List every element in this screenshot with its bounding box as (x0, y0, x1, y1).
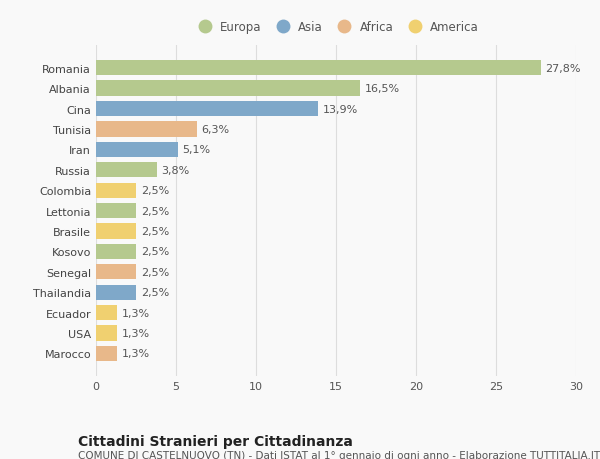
Text: 1,3%: 1,3% (122, 308, 150, 318)
Text: 27,8%: 27,8% (545, 63, 581, 73)
Text: 2,5%: 2,5% (141, 206, 169, 216)
Bar (96, 81, 360, 96)
Text: 13,9%: 13,9% (323, 104, 358, 114)
Text: 1,3%: 1,3% (122, 328, 150, 338)
Text: 1,3%: 1,3% (122, 349, 150, 359)
Text: 16,5%: 16,5% (365, 84, 400, 94)
Text: 2,5%: 2,5% (141, 288, 169, 297)
Bar (96, 203, 136, 219)
Bar (96, 122, 197, 137)
Bar (96, 346, 117, 361)
Text: 2,5%: 2,5% (141, 267, 169, 277)
Bar (96, 305, 117, 321)
Bar (96, 183, 136, 198)
Text: COMUNE DI CASTELNUOVO (TN) - Dati ISTAT al 1° gennaio di ogni anno - Elaborazion: COMUNE DI CASTELNUOVO (TN) - Dati ISTAT … (78, 450, 600, 459)
Bar (96, 326, 117, 341)
Bar (96, 61, 541, 76)
Text: 3,8%: 3,8% (161, 165, 190, 175)
Text: 2,5%: 2,5% (141, 247, 169, 257)
Bar (96, 285, 136, 300)
Text: 2,5%: 2,5% (141, 186, 169, 196)
Bar (96, 163, 157, 178)
Legend: Europa, Asia, Africa, America: Europa, Asia, Africa, America (191, 19, 481, 36)
Bar (96, 224, 136, 239)
Bar (96, 244, 136, 259)
Bar (96, 101, 319, 117)
Text: 2,5%: 2,5% (141, 227, 169, 236)
Text: 5,1%: 5,1% (182, 145, 211, 155)
Text: Cittadini Stranieri per Cittadinanza: Cittadini Stranieri per Cittadinanza (78, 434, 353, 448)
Text: 6,3%: 6,3% (202, 125, 230, 134)
Bar (96, 142, 178, 158)
Bar (96, 264, 136, 280)
